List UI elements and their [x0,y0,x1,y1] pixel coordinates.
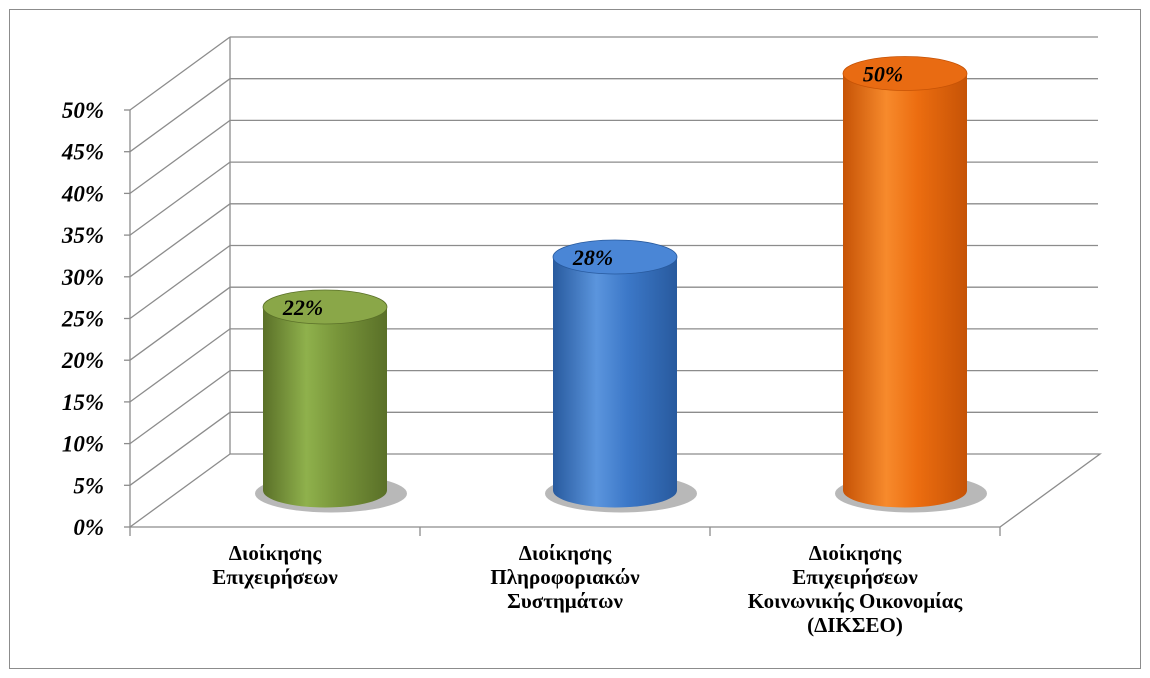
x-tick-labels: ΔιοίκησηςΕπιχειρήσεωνΔιοίκησηςΠληροφορια… [212,541,963,637]
data-label: 50% [863,62,903,87]
axes [124,109,1001,536]
side-gridline [129,453,231,528]
y-tick-label: 5% [73,473,104,498]
y-tick-label: 45% [61,140,104,165]
y-tick-label: 10% [62,432,104,457]
side-gridline [129,78,231,153]
x-tick-label: (ΔΙΚΣΕΟ) [807,613,903,637]
side-gridline [129,36,231,111]
bar-top [552,239,678,275]
side-gridline [129,411,231,486]
x-tick-label: Επιχειρήσεων [212,565,338,589]
x-tick-label: Συστημάτων [507,589,623,613]
x-tick-label: Διοίκησης [809,541,903,565]
side-gridline [129,244,231,320]
data-label: 22% [282,295,323,320]
side-gridline [129,203,231,278]
bar-2 [835,56,987,513]
y-tick-label: 30% [61,265,104,290]
side-gridline [129,119,231,194]
y-tick-label: 50% [62,98,104,123]
x-tick-label: Διοίκησης [229,541,323,565]
data-label: 28% [572,245,613,270]
x-tick-label: Επιχειρήσεων [792,565,918,589]
x-tick-label: Διοίκησης [519,541,613,565]
y-tick-label: 0% [73,515,104,540]
y-tick-label: 20% [61,348,104,373]
side-gridline [129,370,231,445]
side-gridline [129,328,231,403]
x-tick-label: Κοινωνικής Οικονομίας [748,589,964,613]
bar-body [553,256,677,508]
y-tick-label: 40% [61,181,104,206]
side-gridline [129,286,231,361]
side-gridline [129,161,231,236]
bar-1 [545,239,697,513]
bar-body [263,307,387,508]
y-tick-labels: 0% 5% 10% 15% 20% 25% 30% 35% 40% 45% 50% [61,98,104,540]
data-labels: 22% 28% 50% [282,62,903,321]
x-tick-label: Πληροφοριακών [490,565,640,589]
y-tick-label: 35% [61,223,104,248]
y-tick-label: 15% [62,390,104,415]
bar-0 [255,289,407,513]
y-tick-label: 25% [61,307,104,332]
bar-top [262,289,388,325]
bar-top [842,56,968,91]
bars [255,56,987,513]
bar-body [843,73,967,508]
